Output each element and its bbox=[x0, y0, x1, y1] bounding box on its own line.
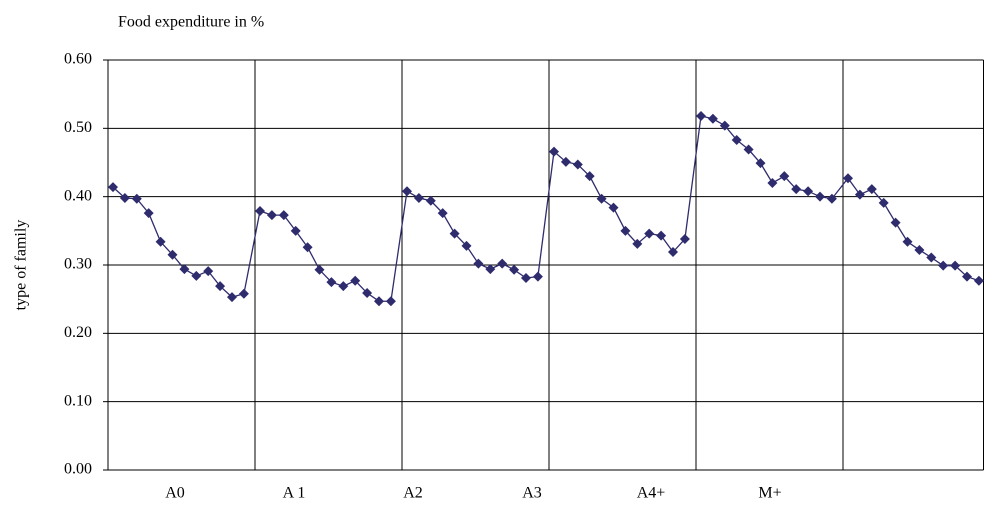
data-point bbox=[338, 281, 349, 292]
data-point bbox=[521, 272, 531, 283]
data-point bbox=[203, 266, 214, 277]
y-tick-label: 0.00 bbox=[64, 461, 92, 478]
data-point bbox=[668, 247, 678, 258]
data-point bbox=[719, 120, 730, 131]
data-point bbox=[215, 281, 226, 292]
data-point bbox=[509, 264, 520, 275]
data-point bbox=[350, 275, 361, 286]
data-point bbox=[227, 292, 237, 303]
data-point bbox=[278, 210, 289, 221]
y-tick-label: 0.30 bbox=[64, 256, 92, 273]
y-axis-label: type of family bbox=[13, 220, 30, 311]
data-point bbox=[707, 113, 718, 124]
data-point bbox=[191, 270, 202, 281]
data-point bbox=[644, 228, 655, 239]
x-tick-label: A3 bbox=[522, 485, 542, 502]
data-point bbox=[131, 193, 142, 204]
data-point bbox=[656, 230, 667, 241]
data-point bbox=[878, 197, 889, 208]
data-point bbox=[402, 186, 412, 197]
data-point bbox=[238, 288, 249, 299]
x-tick-label: A 1 bbox=[283, 485, 306, 502]
data-point bbox=[584, 171, 595, 182]
data-point bbox=[167, 249, 178, 260]
data-point bbox=[902, 236, 913, 247]
data-point bbox=[572, 159, 583, 170]
data-point bbox=[255, 206, 265, 217]
data-point bbox=[437, 208, 448, 219]
data-point bbox=[620, 225, 631, 236]
data-point bbox=[779, 171, 790, 182]
data-point bbox=[973, 275, 984, 286]
data-point bbox=[549, 146, 559, 157]
data-point bbox=[767, 178, 778, 188]
data-point bbox=[815, 191, 825, 202]
data-point bbox=[362, 288, 373, 299]
data-point bbox=[826, 193, 837, 204]
data-point bbox=[532, 271, 543, 282]
data-point bbox=[290, 225, 301, 236]
data-point bbox=[914, 244, 925, 255]
data-point bbox=[108, 182, 118, 193]
data-point bbox=[950, 260, 961, 271]
data-point bbox=[413, 193, 424, 204]
data-point bbox=[560, 156, 571, 167]
x-tick-label: A0 bbox=[165, 485, 185, 502]
data-point bbox=[449, 228, 460, 239]
data-point bbox=[962, 271, 972, 282]
data-line bbox=[112, 115, 980, 302]
x-tick-label: A2 bbox=[403, 485, 423, 502]
data-point bbox=[854, 189, 865, 200]
data-point bbox=[596, 193, 607, 204]
y-tick-label: 0.50 bbox=[64, 119, 92, 136]
data-point bbox=[497, 258, 508, 269]
data-point bbox=[473, 258, 484, 269]
data-point bbox=[461, 240, 472, 251]
data-point bbox=[679, 234, 690, 245]
data-point bbox=[696, 111, 706, 122]
data-point bbox=[632, 238, 643, 249]
data-point bbox=[374, 296, 384, 307]
data-point bbox=[608, 202, 619, 213]
data-point bbox=[926, 252, 937, 263]
data-point bbox=[143, 208, 154, 219]
x-tick-label: M+ bbox=[758, 485, 781, 502]
data-point bbox=[791, 184, 802, 195]
y-tick-label: 0.20 bbox=[64, 324, 92, 341]
data-point bbox=[485, 264, 496, 275]
data-point bbox=[302, 242, 313, 253]
data-point bbox=[326, 277, 337, 288]
data-point bbox=[731, 134, 742, 145]
data-point bbox=[425, 195, 436, 206]
data-point bbox=[890, 217, 901, 228]
y-tick-label: 0.10 bbox=[64, 392, 92, 409]
data-point bbox=[155, 236, 166, 247]
data-point bbox=[179, 264, 190, 275]
data-point bbox=[743, 144, 754, 155]
data-point bbox=[119, 193, 130, 204]
data-point bbox=[843, 173, 853, 184]
x-tick-label: A4+ bbox=[637, 485, 666, 502]
data-point bbox=[314, 264, 325, 275]
data-point bbox=[803, 186, 814, 197]
data-point bbox=[385, 296, 396, 307]
data-point bbox=[755, 158, 766, 169]
data-point bbox=[938, 260, 949, 271]
y-tick-label: 0.40 bbox=[64, 187, 92, 204]
y-tick-label: 0.60 bbox=[64, 51, 92, 68]
data-point bbox=[266, 210, 277, 221]
chart-title: Food expenditure in % bbox=[118, 14, 264, 31]
data-point bbox=[866, 184, 877, 195]
